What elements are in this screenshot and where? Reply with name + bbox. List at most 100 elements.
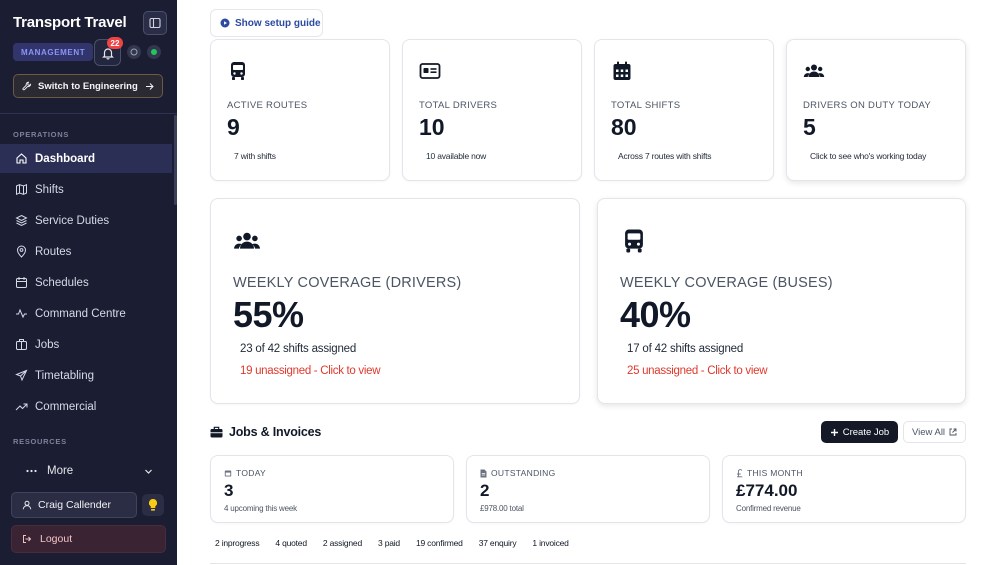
status-count-inprogress[interactable]: 2 inprogress [215, 538, 260, 548]
jobs-card-this-month[interactable]: THIS MONTH £774.00 Confirmed revenue [722, 455, 966, 523]
trend-icon [15, 403, 27, 411]
user-name: Craig Callender [38, 499, 111, 511]
sidebar-item-routes[interactable]: Routes [0, 237, 172, 266]
jobs-card-label: TODAY [236, 468, 266, 478]
stat-subtext: 7 with shifts [234, 151, 276, 161]
user-profile-button[interactable]: Craig Callender [11, 492, 137, 518]
stat-subtext: 10 available now [426, 151, 487, 161]
plus-icon [830, 428, 838, 436]
stat-card-drivers-on-duty[interactable]: DRIVERS ON DUTY TODAY 5 Click to see who… [786, 39, 966, 181]
logout-button[interactable]: Logout [11, 525, 166, 553]
coverage-card-buses[interactable]: WEEKLY COVERAGE (BUSES) 40% 17 of 42 shi… [597, 198, 966, 404]
next-section-edge [210, 563, 966, 564]
status-count-paid[interactable]: 3 paid [378, 538, 400, 548]
tips-button[interactable] [142, 494, 164, 516]
switch-to-engineering-button[interactable]: Switch to Engineering [13, 74, 163, 98]
stat-label: ACTIVE ROUTES [227, 100, 308, 111]
sidebar-item-dashboard[interactable]: Dashboard [0, 144, 172, 173]
briefcase-icon [15, 339, 27, 350]
sidebar-item-label: Commercial [35, 400, 97, 413]
collapse-sidebar-button[interactable] [143, 11, 167, 35]
logout-icon [23, 535, 32, 543]
switch-label: Switch to Engineering [38, 80, 138, 92]
unassigned-drivers-link[interactable]: 19 unassigned - Click to view [240, 365, 381, 377]
id-card-icon [419, 63, 441, 79]
jobs-card-subtext: £978.00 total [480, 504, 524, 513]
more-menu-button[interactable]: More [0, 459, 177, 483]
jobs-card-value: 3 [224, 481, 234, 500]
section-label-resources: RESOURCES [13, 437, 67, 446]
sidebar-scrollbar[interactable] [174, 115, 177, 205]
sidebar-item-label: Jobs [35, 338, 60, 351]
pound-icon [737, 468, 743, 477]
sidebar-item-label: Dashboard [35, 152, 96, 165]
stat-card-active-routes[interactable]: ACTIVE ROUTES 9 7 with shifts [210, 39, 390, 181]
create-job-button[interactable]: Create Job [821, 421, 898, 443]
sidebar-item-shifts[interactable]: Shifts [0, 175, 172, 204]
stat-subtext: Across 7 routes with shifts [618, 151, 712, 161]
stat-label: TOTAL SHIFTS [611, 100, 681, 111]
coverage-subtext: 17 of 42 shifts assigned [627, 343, 744, 355]
logout-label: Logout [40, 533, 73, 545]
status-count-assigned[interactable]: 2 assigned [322, 538, 362, 548]
jobs-card-value: £774.00 [736, 481, 798, 500]
jobs-invoices-heading: Jobs & Invoices [210, 425, 321, 439]
jobs-card-label: OUTSTANDING [491, 468, 556, 478]
sidebar-item-label: Schedules [35, 276, 89, 289]
stat-card-total-shifts[interactable]: TOTAL SHIFTS 80 Across 7 routes with shi… [594, 39, 774, 181]
status-indicator-button[interactable] [127, 45, 141, 59]
bell-icon [101, 47, 114, 60]
external-link-icon [949, 428, 957, 436]
ellipsis-icon [26, 469, 37, 473]
sidebar-item-timetabling[interactable]: Timetabling [0, 361, 172, 390]
online-status-button[interactable] [147, 45, 161, 59]
pin-icon [16, 245, 26, 258]
sidebar-item-commercial[interactable]: Commercial [0, 392, 172, 421]
unassigned-buses-link[interactable]: 25 unassigned - Click to view [627, 365, 768, 377]
sidebar-item-label: Service Duties [35, 214, 110, 227]
app-title: Transport Travel [13, 14, 127, 31]
status-count-quoted[interactable]: 4 quoted [275, 538, 307, 548]
jobs-card-today[interactable]: TODAY 3 4 upcoming this week [210, 455, 454, 523]
jobs-card-subtext: 4 upcoming this week [224, 504, 297, 513]
sidebar-item-label: Shifts [35, 183, 64, 196]
arrow-right-icon [146, 82, 154, 90]
stat-value: 10 [419, 114, 445, 140]
status-count-invoiced[interactable]: 1 invoiced [532, 538, 569, 548]
sidebar-item-jobs[interactable]: Jobs [0, 330, 172, 359]
calendar-small-icon [224, 470, 232, 477]
sidebar-item-label: Routes [35, 245, 72, 258]
status-count-enquiry[interactable]: 37 enquiry [478, 538, 517, 548]
sidebar-item-command-centre[interactable]: Command Centre [0, 299, 172, 328]
coverage-label: WEEKLY COVERAGE (DRIVERS) [233, 275, 462, 291]
activity-icon [15, 308, 27, 319]
jobs-card-outstanding[interactable]: OUTSTANDING 2 £978.00 total [466, 455, 710, 523]
home-icon [15, 153, 27, 164]
view-all-label: View All [911, 426, 946, 438]
jobs-card-label-row: THIS MONTH [736, 468, 803, 478]
sidebar-item-service-duties[interactable]: Service Duties [0, 206, 172, 235]
map-icon [15, 183, 27, 196]
status-count-confirmed[interactable]: 19 confirmed [415, 538, 463, 548]
jobs-card-value: 2 [480, 481, 490, 500]
send-icon [14, 369, 27, 382]
view-all-button[interactable]: View All [903, 421, 966, 443]
online-dot-icon [151, 49, 157, 55]
jobs-heading-label: Jobs & Invoices [229, 425, 322, 439]
jobs-card-label-row: OUTSTANDING [480, 468, 556, 478]
stat-card-total-drivers[interactable]: TOTAL DRIVERS 10 10 available now [402, 39, 582, 181]
briefcase-icon [210, 426, 223, 438]
calendar-icon [15, 277, 27, 288]
sidebar-item-schedules[interactable]: Schedules [0, 268, 172, 297]
stat-value: 5 [803, 114, 816, 140]
stat-label: DRIVERS ON DUTY TODAY [803, 100, 932, 111]
notification-count-badge: 22 [107, 37, 123, 49]
sidebar-item-label: Command Centre [35, 307, 126, 320]
play-circle-icon [220, 18, 230, 28]
coverage-card-drivers[interactable]: WEEKLY COVERAGE (DRIVERS) 55% 23 of 42 s… [210, 198, 580, 404]
show-setup-guide-button[interactable]: Show setup guide [210, 9, 323, 37]
user-icon [22, 500, 32, 510]
coverage-label: WEEKLY COVERAGE (BUSES) [620, 275, 833, 291]
create-job-label: Create Job [842, 426, 890, 438]
layers-icon [14, 214, 28, 227]
